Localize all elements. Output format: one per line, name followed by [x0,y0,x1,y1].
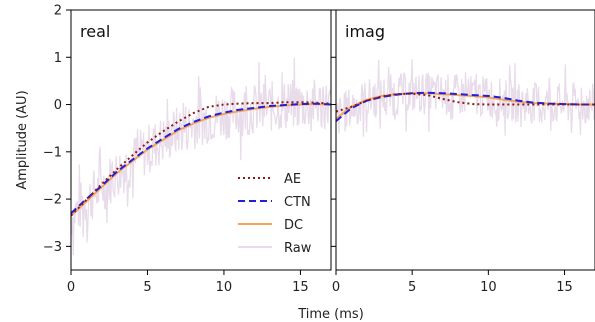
x-tick-label: 0 [67,280,75,295]
legend-label-raw: Raw [284,241,312,256]
series-line-real-dc [70,103,332,217]
raw-trace-imag [335,59,595,137]
series-group-real [70,101,332,217]
axes-frame-imag [335,9,595,271]
series-line-real-ae [70,101,332,217]
y-tick-label: −2 [43,193,62,208]
legend-label-ae: AE [284,172,301,187]
y-tick-label: 0 [54,98,62,113]
x-tick-label: 15 [556,280,573,295]
x-tick-label: 0 [332,280,340,295]
series-line-real-ctn [70,102,332,215]
x-tick-label: 5 [143,280,151,295]
raw-trace-real [70,57,332,256]
x-tick-label: 10 [216,280,233,295]
legend-label-ctn: CTN [284,195,311,210]
x-tick-label: 10 [480,280,497,295]
x-tick-label: 5 [408,280,416,295]
axes-frame-real [70,9,332,271]
y-axis-label: Amplitude (AU) [15,90,30,189]
y-tick-label: −1 [43,145,62,160]
legend-label-dc: DC [284,218,303,233]
x-tick-label: 15 [292,280,309,295]
ticks-group: 0 5 10 15 0 5 10 15 −3 −2 −1 0 1 2 [43,4,573,296]
series-group-imag [335,91,595,122]
x-axis-label: Time (ms) [297,307,364,322]
legend: AE CTN DC Raw [238,172,312,256]
panel-label-imag: imag [345,22,385,41]
series-line-imag-ae [335,92,595,113]
raw-series-real [70,57,332,256]
y-tick-label: 2 [54,4,62,19]
panel-label-real: real [80,22,110,41]
y-tick-label: 1 [54,51,62,66]
y-tick-label: −3 [43,240,62,255]
raw-series-imag [335,59,595,137]
